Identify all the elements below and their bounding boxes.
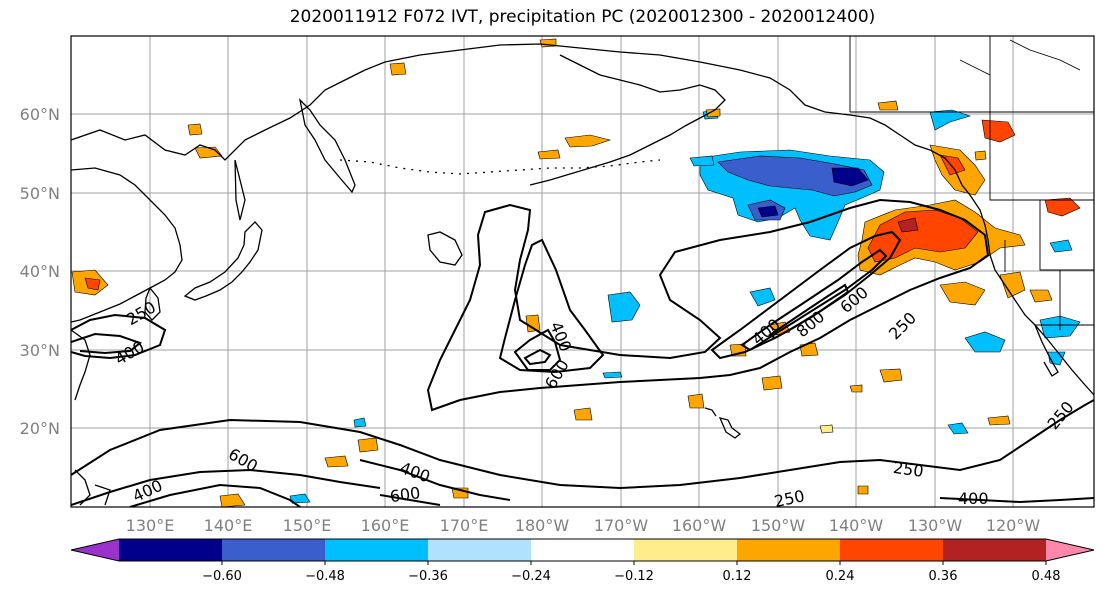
colorbar-extend-high xyxy=(1046,539,1094,561)
lon-label: 150°W xyxy=(751,516,806,535)
latitude-labels: 60°N 50°N 40°N 30°N 20°N xyxy=(20,105,60,438)
map-title: 2020011912 F072 IVT, precipitation PC (2… xyxy=(289,7,876,27)
ivt-contours xyxy=(71,198,1094,507)
colorbar-swatch xyxy=(428,539,532,561)
colorbar-tick-label: 0.12 xyxy=(723,569,752,584)
lon-label: 140°E xyxy=(204,516,253,535)
colorbar-tick-label: 0.48 xyxy=(1032,569,1061,584)
colorbar-swatch xyxy=(634,539,738,561)
colorbar-tick-label: 0.24 xyxy=(826,569,855,584)
colorbar-extend-low xyxy=(71,539,119,561)
colorbar-tick-label: −0.12 xyxy=(614,569,654,584)
colorbar-swatch xyxy=(325,539,429,561)
colorbar-swatch xyxy=(119,539,223,561)
colorbar-outline xyxy=(70,538,1095,562)
lat-label: 50°N xyxy=(20,184,60,203)
lon-label: 180°W xyxy=(515,516,570,535)
colorbar-tick-label: −0.60 xyxy=(202,569,242,584)
coastlines xyxy=(71,43,1094,506)
contour-label: 250 xyxy=(772,486,806,511)
colorbar-tick-label: −0.36 xyxy=(408,569,448,584)
borders xyxy=(849,36,1094,330)
negative-precip-shading xyxy=(289,109,1081,504)
colorbar-tick-label: −0.24 xyxy=(511,569,551,584)
colorbar-tick-label: 0.36 xyxy=(929,569,958,584)
colorbar-swatch xyxy=(943,539,1047,561)
contour-label: 600 xyxy=(389,483,422,506)
colorbar xyxy=(70,538,1095,562)
colorbar-tick-label: −0.48 xyxy=(305,569,345,584)
contour-label: 250 xyxy=(892,458,925,481)
colorbar-swatch xyxy=(840,539,944,561)
lat-label: 20°N xyxy=(20,419,60,438)
lon-label: 150°E xyxy=(283,516,332,535)
lon-label: 130°W xyxy=(908,516,963,535)
lon-label: 160°E xyxy=(361,516,410,535)
lon-label: 140°W xyxy=(829,516,884,535)
lat-label: 30°N xyxy=(20,341,60,360)
contour-label: 400 xyxy=(958,489,989,508)
colorbar-swatch xyxy=(222,539,326,561)
lon-label: 130°E xyxy=(126,516,175,535)
lon-label: 170°E xyxy=(440,516,489,535)
gridlines xyxy=(71,36,1094,507)
lon-label: 120°W xyxy=(986,516,1041,535)
lon-label: 160°W xyxy=(672,516,727,535)
colorbar-swatch xyxy=(531,539,635,561)
colorbar-ticks: −0.60 −0.48 −0.36 −0.24 −0.12 0.12 0.24 0.36 0.4… xyxy=(202,561,1061,584)
lon-label: 170°W xyxy=(594,516,649,535)
colorbar-swatch xyxy=(737,539,841,561)
lat-label: 40°N xyxy=(20,262,60,281)
plot-frame xyxy=(70,35,1095,508)
longitude-labels: 130°E 140°E 150°E 160°E 170°E 180°W 170°… xyxy=(126,516,1041,535)
lat-label: 60°N xyxy=(20,105,60,124)
